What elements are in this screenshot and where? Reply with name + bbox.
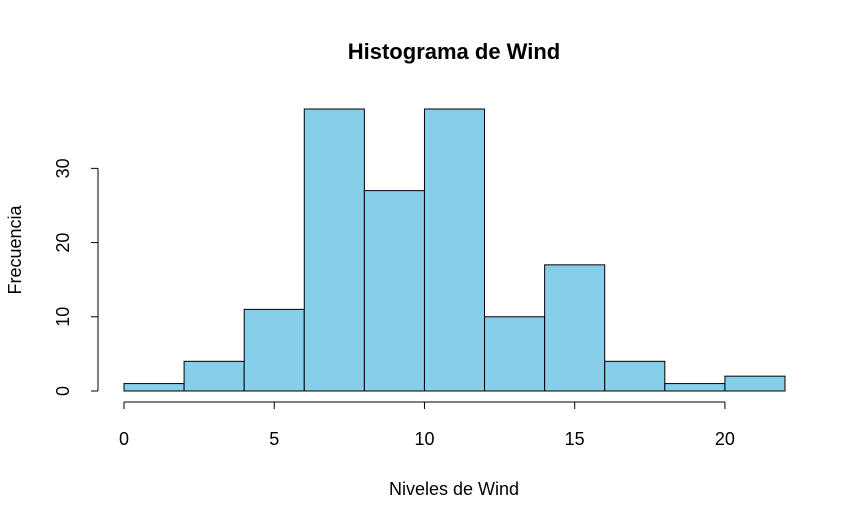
x-tick-label-1: 5 — [269, 429, 279, 449]
y-tick-label-3: 30 — [53, 158, 73, 178]
x-tick-label-0: 0 — [119, 429, 129, 449]
histogram-bar-9 — [664, 383, 726, 392]
y-tick-label-2: 20 — [53, 233, 73, 253]
y-axis: 0 10 20 30 — [53, 158, 99, 396]
histogram-bar-3 — [303, 108, 365, 392]
x-tick-label-3: 15 — [565, 429, 585, 449]
x-axis: 0 5 10 15 20 — [119, 401, 735, 449]
histogram-bar-2 — [243, 308, 305, 392]
y-axis-label: Frecuencia — [5, 204, 25, 294]
chart-title: Histograma de Wind — [348, 39, 561, 64]
histogram-bar-0 — [123, 383, 185, 392]
histogram-bar-6 — [484, 316, 546, 392]
histogram-bar-1 — [183, 360, 245, 392]
histogram-bar-10 — [724, 375, 786, 392]
histogram-bar-8 — [604, 360, 666, 392]
y-tick-label-1: 10 — [53, 307, 73, 327]
y-tick-label-0: 0 — [53, 386, 73, 396]
histogram-bar-4 — [363, 190, 425, 392]
x-axis-label: Niveles de Wind — [389, 479, 519, 499]
bars — [123, 108, 786, 392]
x-tick-label-2: 10 — [414, 429, 434, 449]
histogram-bar-5 — [423, 108, 486, 392]
histogram-bar-7 — [544, 264, 606, 392]
x-tick-label-4: 20 — [715, 429, 735, 449]
